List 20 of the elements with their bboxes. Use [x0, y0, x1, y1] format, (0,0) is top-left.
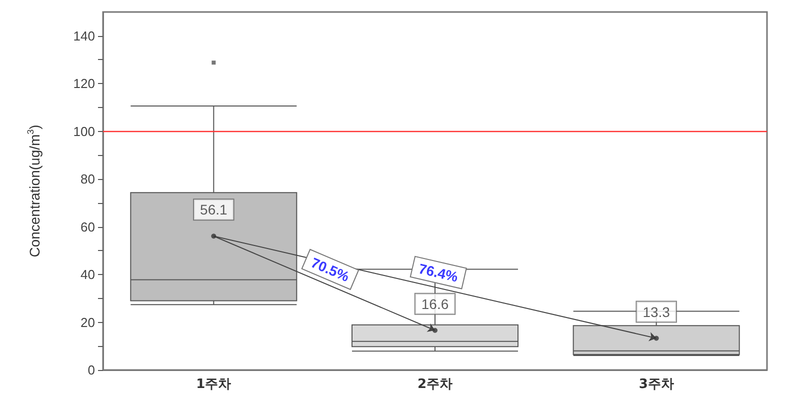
- y-tick-label: 100: [73, 124, 95, 139]
- data-label: 16.6: [421, 296, 449, 312]
- data-label: 56.1: [200, 202, 228, 218]
- data-label: 13.3: [642, 304, 670, 320]
- x-tick-label: 3주차: [638, 377, 674, 392]
- point: [211, 234, 216, 239]
- y-axis-title: Concentration(ug/m3): [26, 124, 42, 258]
- annotation: 76.4%: [417, 260, 460, 285]
- x-tick-label: 2주차: [417, 377, 453, 392]
- y-tick-label: 80: [80, 172, 95, 187]
- y-tick-label: 120: [73, 76, 95, 92]
- y-tick-label: 0: [88, 362, 95, 378]
- point: [432, 328, 438, 333]
- y-tick-label: 60: [80, 219, 95, 234]
- y-tick-label: 20: [80, 314, 95, 330]
- y-tick-label: 140: [73, 28, 95, 44]
- annotation: 70.5%: [308, 254, 352, 285]
- x-tick-label: 1주차: [196, 377, 232, 392]
- y-tick-label: 40: [80, 267, 95, 282]
- point: [654, 336, 659, 341]
